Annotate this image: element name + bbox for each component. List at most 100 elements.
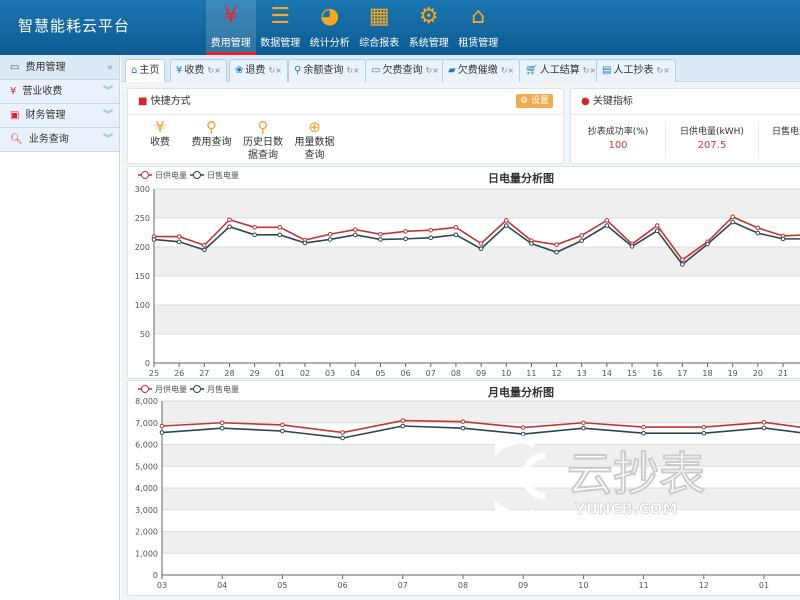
data-point — [520, 431, 526, 437]
sidebar-title: 费用管理 — [25, 62, 66, 73]
sidebar: ▭ 费用管理 « ¥ 营业收费 ︾ ▣ 财务管理 ︾ 🔍︎ 业务查询 ︾ — [0, 55, 120, 600]
x-tick-label: 09 — [518, 581, 528, 590]
yen-icon: ¥ — [176, 65, 183, 76]
data-point — [701, 430, 707, 436]
y-tick-label: 250 — [135, 214, 150, 223]
x-tick-label: 02 — [300, 369, 310, 378]
y-tick-label: 300 — [135, 185, 150, 194]
close-icon[interactable]: ↻× — [346, 66, 360, 75]
x-tick-label: 03 — [157, 581, 167, 590]
close-icon[interactable]: ↻× — [582, 66, 597, 75]
data-point — [761, 425, 767, 431]
x-tick-label: 16 — [652, 369, 662, 378]
nav-label: 统计分析 — [309, 38, 350, 49]
x-tick-label: 10 — [501, 369, 511, 378]
tab-home[interactable]: ⌂ 主页 — [125, 59, 166, 83]
data-point — [403, 236, 408, 242]
data-point — [327, 231, 333, 237]
shortcuts-title: 快捷方式 — [150, 96, 191, 107]
x-tick-label: 29 — [250, 369, 260, 378]
shortcut-fee-query[interactable]: ⚲ 费用查询 — [188, 118, 236, 149]
close-icon[interactable]: ↻× — [500, 66, 515, 75]
x-tick-label: 28 — [224, 369, 234, 378]
tab-label: 欠费查询 — [382, 65, 423, 76]
nav-reports[interactable]: ▦ 综合报表 — [355, 0, 405, 55]
nav-data-management[interactable]: ☰ 数据管理 — [256, 0, 306, 55]
legend-label: 日供电量 — [155, 170, 187, 180]
search-icon: ⚲ — [294, 65, 302, 76]
close-icon[interactable]: ↻× — [656, 66, 670, 75]
card-icon: ▭ — [10, 62, 20, 73]
nav-system[interactable]: ⚙ 系统管理 — [404, 0, 454, 55]
data-point — [453, 232, 459, 238]
data-point — [701, 424, 707, 430]
gear-icon: ⚙ — [418, 4, 439, 29]
x-tick-label: 19 — [728, 369, 738, 378]
nav-fee-management[interactable]: ¥ 费用管理 — [206, 0, 256, 55]
x-tick-label: 15 — [627, 369, 637, 378]
collapse-icon[interactable]: « — [106, 62, 113, 73]
shortcut-label: 收费 — [150, 137, 170, 148]
shortcut-usage-query[interactable]: ⊕ 用量数据查询 — [291, 118, 339, 162]
y-tick-label: 150 — [135, 272, 150, 281]
sidebar-item-business-fee[interactable]: ¥ 营业收费 ︾ — [0, 80, 119, 104]
grid-band — [162, 444, 800, 467]
data-point — [629, 244, 635, 249]
data-point — [478, 246, 484, 252]
data-point — [680, 262, 685, 267]
x-tick-label: 05 — [277, 581, 287, 590]
data-point — [378, 237, 383, 242]
close-icon[interactable]: ↻× — [268, 66, 282, 75]
data-point — [176, 234, 182, 239]
monthly-chart: 0 1,000 2,000 3,000 4,000 5,000 6,000 7,000 8,00… — [135, 384, 800, 590]
sidebar-header: ▭ 费用管理 « — [0, 55, 119, 80]
tab-manual-settle[interactable]: 🛒︎ 人工结算 ↻× — [519, 59, 603, 82]
x-tick-label: 11 — [526, 369, 536, 378]
sidebar-item-query[interactable]: 🔍︎ 业务查询 ︾ — [0, 128, 119, 152]
divider — [758, 123, 759, 157]
pie-chart-icon: ◕ — [320, 4, 340, 29]
shortcut-history-query[interactable]: ⚲ 历史日数据查询 — [239, 118, 287, 162]
x-tick-label: 12 — [699, 581, 709, 590]
shortcut-label: 历史日数据查询 — [243, 137, 283, 161]
close-icon[interactable]: ↻× — [207, 66, 221, 75]
tab-charge[interactable]: ¥ 收费 ↻× — [170, 59, 227, 82]
x-tick-label: 05 — [375, 369, 385, 378]
legend-label: 月售电量 — [207, 384, 239, 394]
kpi-read-rate: 抄表成功率(%) 100 — [571, 125, 665, 153]
kpi-label: 抄表成功率(%) — [587, 127, 649, 137]
shortcuts-header: ■ 快捷方式 ⚙ 设置 — [128, 89, 563, 115]
grid-band — [162, 488, 800, 510]
shortcut-charge[interactable]: ¥ 收费 — [136, 118, 184, 149]
data-point — [755, 230, 761, 236]
data-point — [529, 241, 534, 246]
nav-lease[interactable]: ⌂ 租赁管理 — [454, 0, 504, 55]
cart-icon: 🛒︎ — [525, 65, 538, 76]
nav-statistics[interactable]: ◕ 统计分析 — [305, 0, 355, 55]
tab-label: 余额查询 — [303, 65, 344, 76]
y-tick-label: 4,000 — [135, 484, 158, 493]
y-tick-label: 6,000 — [135, 441, 158, 450]
tab-balance-query[interactable]: ⚲ 余额查询 ↻× — [288, 59, 366, 82]
sidebar-item-finance[interactable]: ▣ 财务管理 ︾ — [0, 104, 119, 128]
close-icon[interactable]: ↻× — [425, 66, 439, 75]
tab-arrears-collect[interactable]: ▰ 欠费催缴 ↻× — [442, 59, 521, 82]
main-content: ■ 快捷方式 ⚙ 设置 ¥ 收费 ⚲ 费用查询 ⚲ 历史日数据查询 ⊕ 用量数据查询 ●… — [121, 82, 800, 600]
tab-manual-reading[interactable]: ▤ 人工抄表 ↻× — [596, 59, 676, 82]
database-icon: ☰ — [270, 4, 291, 29]
y-tick-label: 8,000 — [135, 397, 158, 406]
data-point — [654, 223, 660, 228]
briefcase-icon: ▰ — [448, 65, 456, 76]
data-point — [352, 227, 358, 232]
tab-refund[interactable]: ❀ 退费 ↻× — [229, 59, 288, 82]
tab-arrears-query[interactable]: ▭ 欠费查询 ↻× — [365, 59, 445, 82]
legend-label: 日售电量 — [207, 170, 239, 180]
data-point — [151, 237, 157, 242]
data-point — [641, 424, 646, 430]
top-header: 智慧能耗云平台 ¥ 费用管理 ☰ 数据管理 ◕ 统计分析 ▦ 综合报表 ⚙ 系统管理 ⌂ 租… — [0, 0, 800, 55]
y-tick-label: 2,000 — [135, 528, 158, 537]
settings-button[interactable]: ⚙ 设置 — [516, 94, 553, 108]
zoom-in-icon: ⊕ — [308, 118, 321, 136]
kpi-daily-sale: 日售电量 2 — [758, 125, 800, 153]
table-icon: ▦ — [368, 4, 390, 29]
